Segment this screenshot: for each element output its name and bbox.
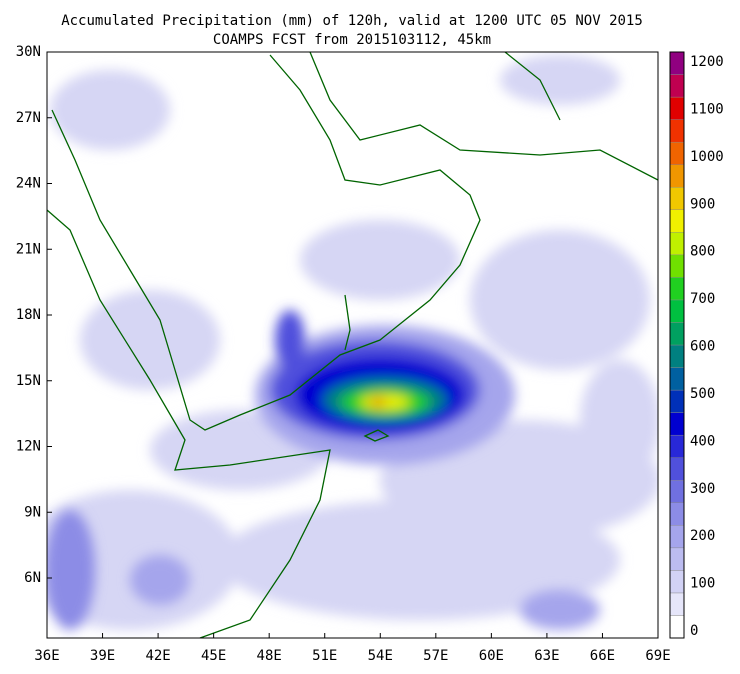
colorbar-swatch (669, 209, 685, 233)
x-tick-label: 66E (590, 648, 615, 664)
x-tick-label: 48E (257, 648, 282, 664)
x-tick-label: 51E (312, 648, 337, 664)
y-tick-label: 9N (24, 504, 41, 520)
x-tick-label: 57E (423, 648, 448, 664)
coastlines (47, 52, 658, 638)
colorbar-swatch (669, 547, 685, 571)
colorbar-label: 700 (690, 291, 715, 307)
y-tick-label: 27N (16, 110, 41, 126)
x-tick-label: 39E (90, 648, 115, 664)
x-tick-label: 54E (368, 648, 393, 664)
colorbar-swatch (669, 299, 685, 323)
precip-field (47, 52, 658, 638)
y-tick-label: 24N (16, 176, 41, 192)
title: Accumulated Precipitation (mm) of 120h, … (61, 13, 643, 29)
colorbar: 0 100 200 300 400 500 600 700 800 900 1000 1100 1200 (669, 51, 724, 639)
x-tick-label: 63E (534, 648, 559, 664)
subtitle: COAMPS FCST from 2015103112, 45km (213, 32, 491, 48)
x-tick-label: 69E (645, 648, 670, 664)
colorbar-swatch (669, 570, 685, 594)
colorbar-label: 900 (690, 196, 715, 212)
x-tick-label: 42E (145, 648, 170, 664)
colorbar-label: 600 (690, 339, 715, 355)
colorbar-swatch (669, 412, 685, 436)
x-tick-label: 45E (201, 648, 226, 664)
map-frame (46, 51, 659, 639)
colorbar-swatch (669, 389, 685, 413)
colorbar-swatch (669, 232, 685, 256)
colorbar-label: 500 (690, 386, 715, 402)
colorbar-label: 0 (690, 623, 698, 639)
colorbar-swatch (669, 96, 685, 120)
colorbar-swatch (669, 74, 685, 98)
y-tick-label: 12N (16, 439, 41, 455)
colorbar-swatch (669, 119, 685, 143)
colorbar-swatch (669, 277, 685, 301)
colorbar-label: 100 (690, 576, 715, 592)
colorbar-swatch (669, 187, 685, 210)
colorbar-swatch (669, 164, 685, 188)
colorbar-label: 1000 (690, 149, 724, 165)
colorbar-swatch (669, 525, 685, 549)
colorbar-label: 400 (690, 433, 715, 449)
colorbar-swatch (669, 51, 685, 75)
colorbar-swatch (669, 367, 685, 391)
colorbar-swatch (669, 141, 685, 165)
axes: 36E 39E 42E 45E 48E 51E 54E 57E 60E 63E 66E 69E 30N 2… (16, 44, 671, 664)
y-tick-label: 15N (16, 373, 41, 389)
y-tick-label: 21N (16, 241, 41, 257)
colorbar-swatch (669, 457, 685, 481)
colorbar-swatch (669, 615, 685, 639)
x-tick-label: 60E (479, 648, 504, 664)
y-tick-label: 6N (24, 570, 41, 586)
colorbar-swatch (669, 434, 685, 458)
colorbar-label: 300 (690, 481, 715, 497)
colorbar-swatch (669, 322, 685, 346)
colorbar-swatch (669, 592, 685, 616)
colorbar-swatch (669, 502, 685, 526)
colorbar-label: 200 (690, 528, 715, 544)
y-tick-label: 30N (16, 44, 41, 60)
colorbar-swatch (669, 344, 685, 368)
colorbar-swatch (669, 254, 685, 278)
colorbar-label: 1200 (690, 54, 724, 70)
colorbar-label: 800 (690, 244, 715, 260)
colorbar-swatch (669, 480, 685, 503)
colorbar-label: 1100 (690, 101, 724, 117)
y-tick-label: 18N (16, 307, 41, 323)
x-tick-label: 36E (34, 648, 59, 664)
colorbar-frame (669, 51, 685, 639)
